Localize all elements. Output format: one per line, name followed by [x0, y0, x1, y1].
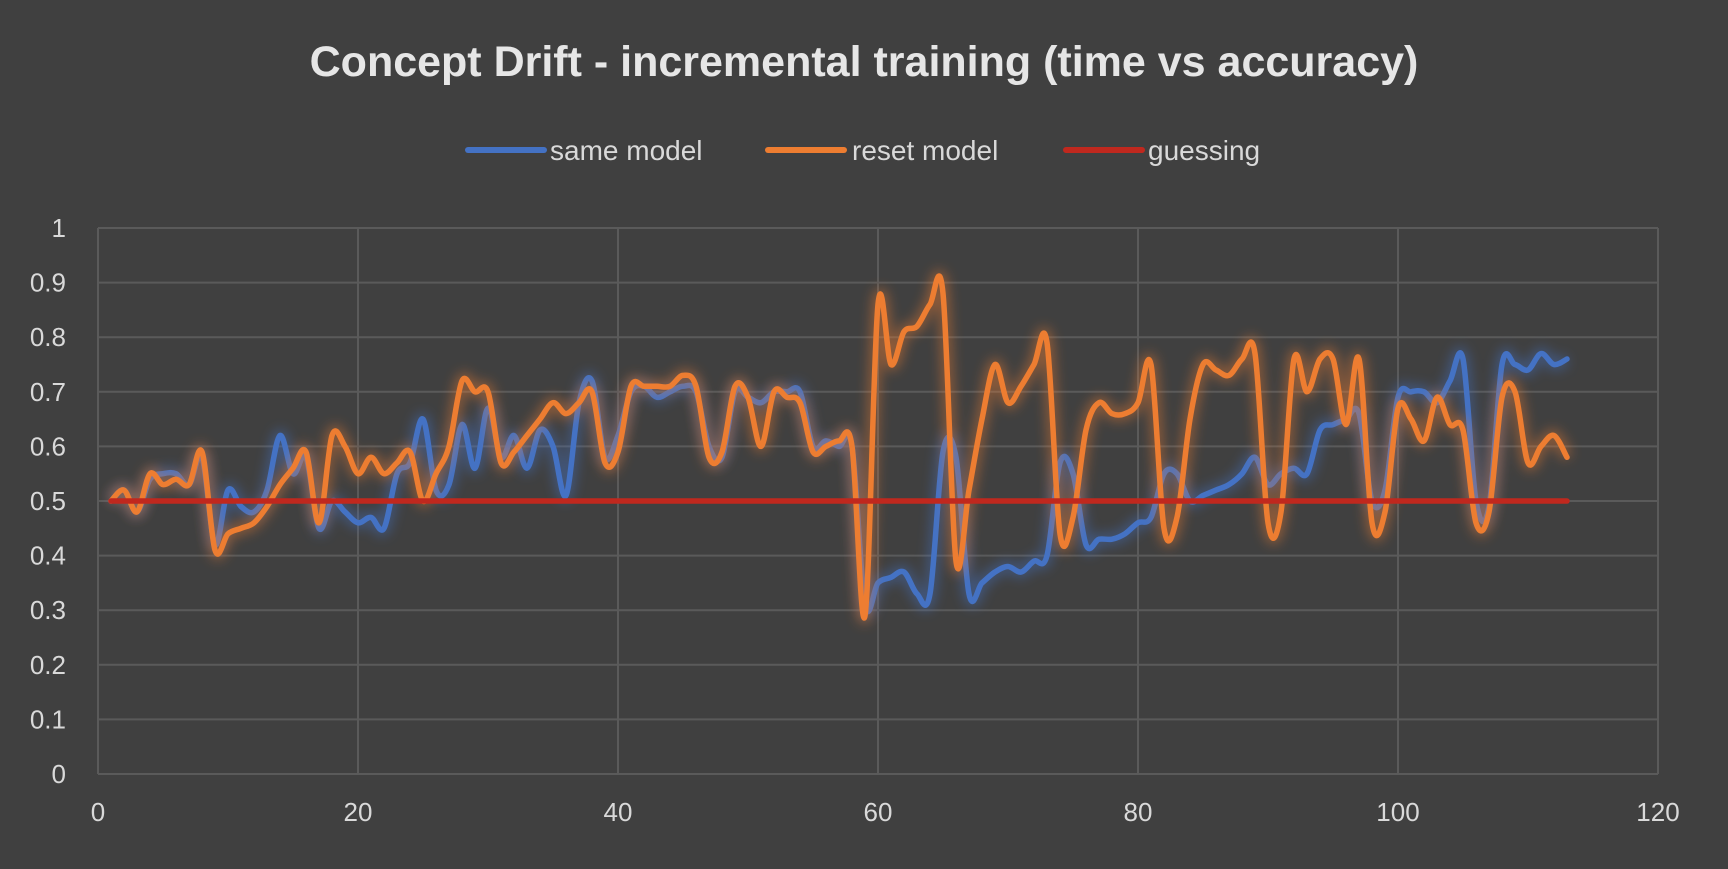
series-lines	[106, 270, 1573, 625]
chart-title: Concept Drift - incremental training (ti…	[310, 38, 1419, 86]
x-tick-label: 20	[344, 797, 373, 827]
y-tick-label: 0.9	[30, 268, 66, 298]
y-tick-label: 0.6	[30, 431, 66, 461]
y-axis: 0 0.1 0.2 0.3 0.4 0.5 0.6 0.7 0.8 0.9 1	[30, 213, 66, 789]
y-tick-label: 0.2	[30, 650, 66, 680]
x-axis: 0 20 40 60 80 100 120	[91, 797, 1680, 827]
legend-label: reset model	[852, 135, 998, 166]
y-tick-label: 0	[52, 759, 66, 789]
x-tick-label: 0	[91, 797, 105, 827]
y-tick-label: 0.5	[30, 486, 66, 516]
x-tick-label: 80	[1124, 797, 1153, 827]
y-tick-label: 0.7	[30, 377, 66, 407]
legend-label: guessing	[1148, 135, 1260, 166]
y-tick-label: 1	[52, 213, 66, 243]
x-tick-label: 40	[604, 797, 633, 827]
x-tick-label: 120	[1636, 797, 1679, 827]
y-tick-label: 0.3	[30, 595, 66, 625]
y-tick-label: 0.8	[30, 322, 66, 352]
legend: same model reset model guessing	[465, 135, 1260, 166]
x-tick-label: 60	[864, 797, 893, 827]
x-tick-label: 100	[1376, 797, 1419, 827]
legend-label: same model	[550, 135, 703, 166]
series-line-reset-model	[108, 273, 1570, 621]
y-tick-label: 0.1	[30, 704, 66, 734]
y-tick-label: 0.4	[30, 541, 66, 571]
